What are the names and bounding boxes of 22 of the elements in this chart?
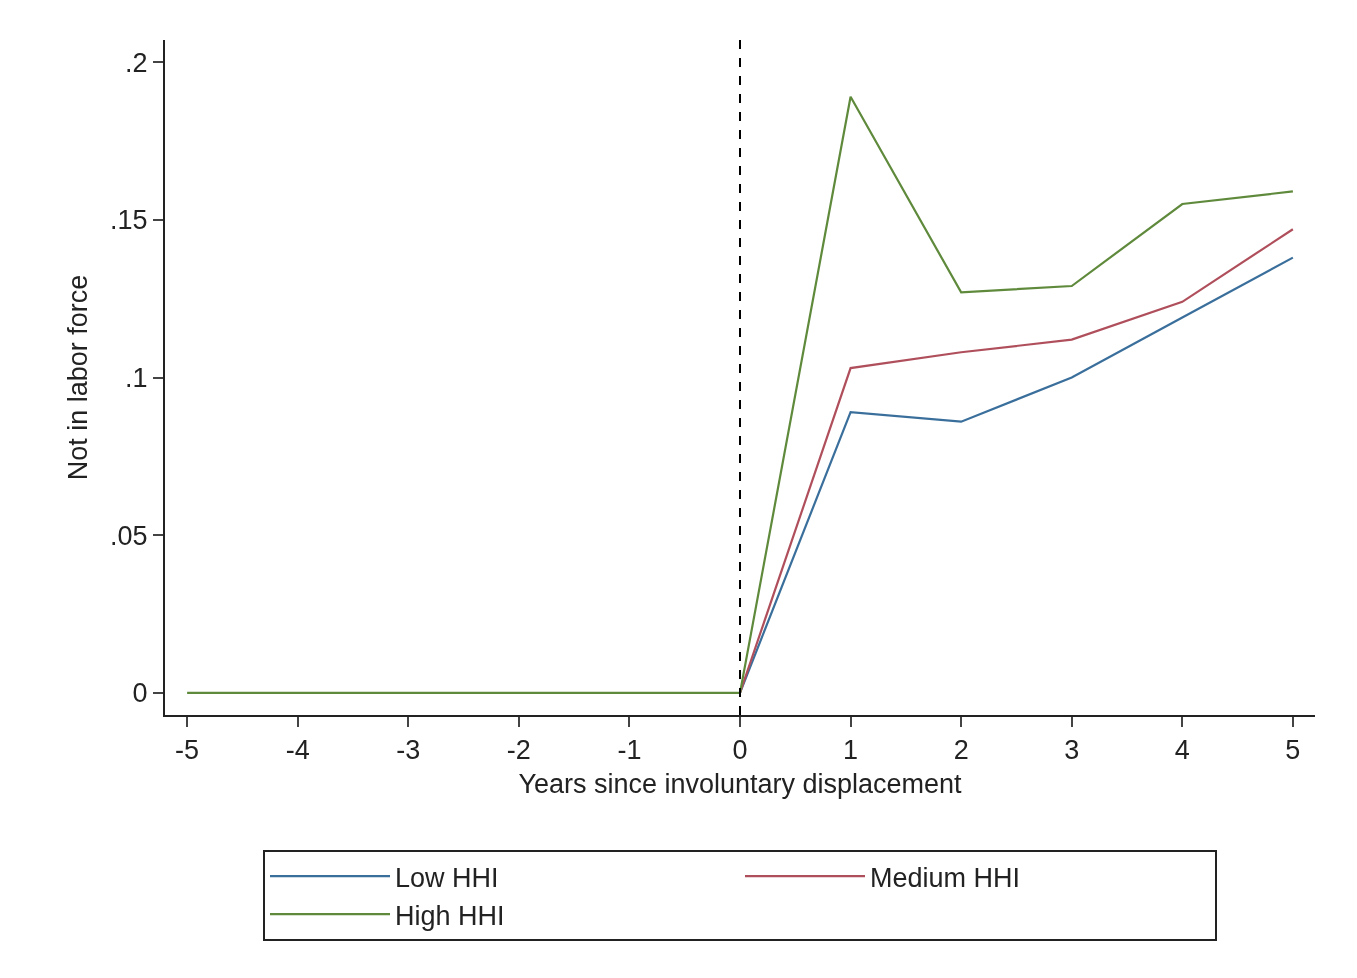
legend-label: High HHI: [395, 900, 505, 931]
x-tick-label: -4: [285, 735, 310, 766]
x-tick-label: -1: [617, 735, 642, 766]
legend-label: Low HHI: [395, 862, 499, 893]
x-tick-label: -2: [506, 735, 531, 766]
x-tick-label: 2: [953, 735, 969, 766]
x-tick-label: -5: [175, 735, 200, 766]
y-tick-label: 0: [132, 678, 148, 709]
x-tick-label: 4: [1174, 735, 1190, 766]
x-tick-label: -3: [396, 735, 421, 766]
legend-label: Medium HHI: [870, 862, 1021, 893]
x-tick-label: 3: [1064, 735, 1080, 766]
line-series: [186, 95, 1294, 695]
y-axis-title: Not in labor force: [62, 274, 93, 481]
y-tick-label: .1: [125, 362, 148, 393]
y-tick-label: .05: [110, 520, 148, 551]
x-tick-label: 1: [843, 735, 859, 766]
y-tick-label: .2: [125, 47, 148, 78]
y-tick-label: .15: [110, 205, 148, 236]
x-tick-label: 0: [732, 735, 748, 766]
x-axis-title: Years since involuntary displacement: [518, 769, 963, 800]
x-tick-label: 5: [1285, 735, 1301, 766]
